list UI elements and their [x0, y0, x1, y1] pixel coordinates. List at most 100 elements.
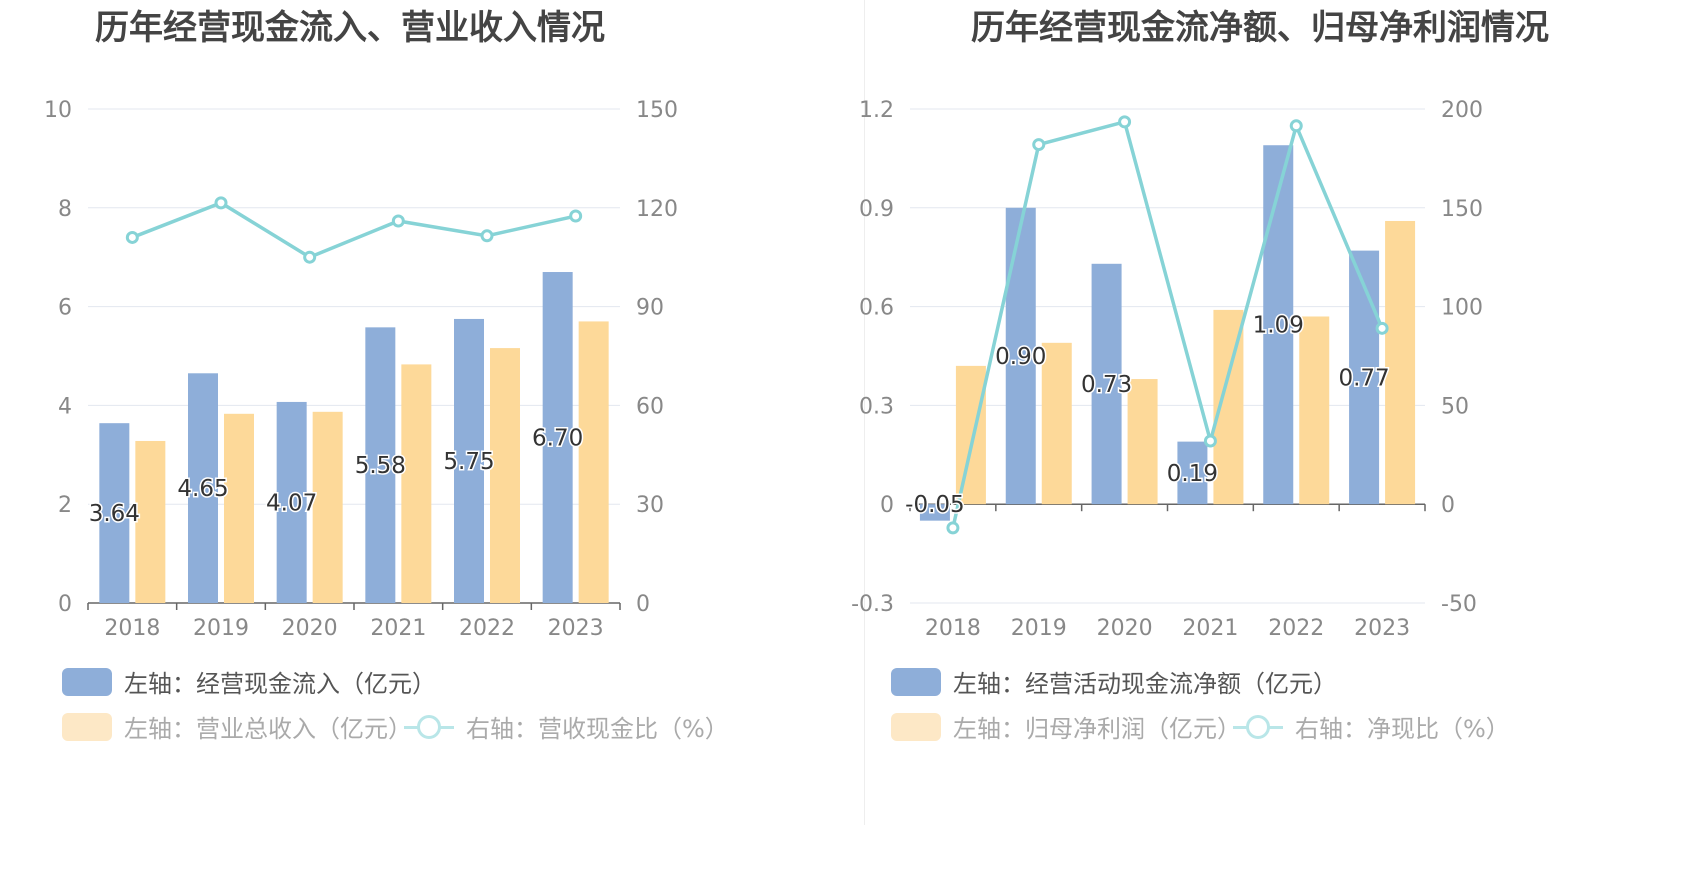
legend-label: 左轴：经营现金流入（亿元） — [124, 670, 436, 698]
legend-label: 右轴：净现比（%） — [1295, 715, 1510, 743]
bar-primary — [454, 318, 484, 603]
chart-cash-inflow-revenue: 0 2 4 6 8 10 0 30 60 90 120 150 2018 2019 2020 2021 2022… — [44, 98, 678, 641]
data-label: 0.19 — [1167, 461, 1218, 487]
y-tick-label-left: 0.9 — [859, 197, 894, 222]
line-point — [303, 250, 317, 264]
line-point — [125, 230, 139, 244]
line-point — [480, 229, 494, 243]
line-point — [1118, 115, 1132, 129]
data-label: 3.64 — [89, 501, 140, 527]
y-tick-label-right: 100 — [1441, 296, 1483, 321]
bar-primary — [919, 504, 950, 521]
x-tick-label: 2019 — [1011, 616, 1067, 641]
x-tick-label: 2018 — [104, 616, 160, 641]
bar-secondary — [135, 440, 166, 603]
data-label: 0.90 — [995, 344, 1046, 370]
y-tick-label-left: -0.3 — [851, 592, 894, 617]
x-tick-label: 2022 — [459, 616, 515, 641]
y-tick-label-left: 0.3 — [859, 394, 894, 419]
chart-title: 历年经营现金流净额、归母净利润情况 — [971, 8, 1549, 48]
series-line — [131, 200, 577, 260]
legend-item[interactable]: 右轴：净现比（%） — [1233, 709, 1510, 744]
line-point — [214, 196, 228, 210]
data-label: 5.58 — [355, 453, 406, 479]
bar-primary — [1349, 250, 1380, 505]
legend-item[interactable]: 左轴：营业总收入（亿元） — [62, 709, 412, 744]
y-tick-label-left: 0 — [880, 493, 894, 518]
chart-panel-cash-inflow-revenue: 历年经营现金流入、营业收入情况 0 2 4 6 8 10 0 30 60 90 120 150 2018… — [0, 8, 865, 830]
data-label: 4.07 — [266, 490, 317, 516]
data-label: 0.73 — [1081, 372, 1132, 398]
bar-secondary — [1299, 316, 1330, 505]
panel-divider — [864, 0, 865, 825]
legend-swatch — [891, 712, 941, 741]
line-point — [1289, 119, 1303, 133]
y-tick-label-right: 0 — [1441, 493, 1455, 518]
data-label: -0.05 — [905, 492, 965, 518]
data-label: 6.70 — [532, 426, 583, 452]
y-tick-label-left: 0 — [58, 592, 72, 617]
y-tick-label-left: 6 — [58, 296, 72, 321]
y-tick-label-right: 150 — [636, 98, 678, 123]
x-tick-label: 2020 — [1097, 616, 1153, 641]
bar-secondary — [1127, 379, 1158, 505]
data-label: 5.75 — [443, 449, 494, 475]
legend-item[interactable]: 右轴：营收现金比（%） — [404, 709, 729, 744]
legend-swatch — [891, 667, 941, 696]
y-tick-label-left: 2 — [58, 493, 72, 518]
y-tick-label-left: 0.6 — [859, 296, 894, 321]
y-tick-label-left: 1.2 — [859, 98, 894, 123]
data-label: 0.77 — [1338, 365, 1389, 391]
bar-primary — [1091, 263, 1122, 505]
chart-net-cash-profit: -0.3 0 0.3 0.6 0.9 1.2 -50 0 50 100 150 200 2018 2019… — [851, 98, 1483, 641]
legend-line-marker-icon — [1233, 713, 1283, 741]
bar-secondary — [490, 348, 520, 603]
y-tick-label-left: 8 — [58, 197, 72, 222]
x-tick-label: 2021 — [370, 616, 426, 641]
x-tick-label: 2023 — [548, 616, 604, 641]
x-tick-label: 2022 — [1268, 616, 1324, 641]
chart-legend: 左轴：经营现金流入（亿元） 左轴：营业总收入（亿元） 右轴：营收现金比（%） — [0, 667, 865, 830]
legend-label: 左轴：经营活动现金流净额（亿元） — [953, 670, 1337, 698]
y-tick-label-right: 30 — [636, 493, 664, 518]
y-tick-label-right: 90 — [636, 296, 664, 321]
line-point — [391, 214, 405, 228]
y-tick-label-right: 200 — [1441, 98, 1483, 123]
bar-primary — [99, 423, 130, 603]
x-tick-label: 2021 — [1182, 616, 1238, 641]
x-tick-label: 2019 — [193, 616, 249, 641]
chart-panel-net-cash-profit: 历年经营现金流净额、归母净利润情况 -0.3 0 0.3 0.6 0.9 1.2 -50 0 5… — [851, 0, 1700, 874]
legend-label: 左轴：归母净利润（亿元） — [953, 715, 1241, 743]
x-tick-label: 2018 — [925, 616, 981, 641]
bar-secondary — [224, 413, 254, 603]
y-tick-label-left: 10 — [44, 98, 72, 123]
legend-line-marker-icon — [404, 713, 454, 741]
legend-item[interactable]: 左轴：归母净利润（亿元） — [891, 709, 1241, 744]
bar-primary — [365, 327, 396, 603]
bar-secondary — [401, 364, 432, 603]
line-point — [946, 521, 960, 535]
bar-secondary — [1041, 342, 1072, 505]
y-tick-label-right: -50 — [1441, 592, 1477, 617]
legend-label: 右轴：营收现金比（%） — [466, 715, 729, 743]
data-label: 4.65 — [177, 476, 228, 502]
bar-primary — [1177, 441, 1208, 505]
bar-primary — [1005, 207, 1036, 505]
chart-title: 历年经营现金流入、营业收入情况 — [95, 8, 605, 48]
line-point — [569, 209, 583, 223]
bar-primary — [1263, 145, 1294, 505]
x-tick-label: 2020 — [282, 616, 338, 641]
legend-item[interactable]: 左轴：经营现金流入（亿元） — [62, 664, 436, 699]
y-tick-label-right: 150 — [1441, 197, 1483, 222]
data-label: 1.09 — [1253, 313, 1304, 339]
x-tick-label: 2023 — [1354, 616, 1410, 641]
y-tick-label-left: 4 — [58, 394, 72, 419]
bar-primary — [542, 272, 573, 603]
chart-legend: 左轴：经营活动现金流净额（亿元） 左轴：归母净利润（亿元） 右轴：净现比（%） — [865, 667, 1700, 830]
legend-item[interactable]: 左轴：经营活动现金流净额（亿元） — [891, 664, 1337, 699]
bar-secondary — [955, 365, 986, 505]
y-tick-label-right: 50 — [1441, 394, 1469, 419]
series-line — [951, 119, 1384, 529]
line-point — [1203, 434, 1217, 448]
bar-secondary — [1385, 220, 1416, 505]
